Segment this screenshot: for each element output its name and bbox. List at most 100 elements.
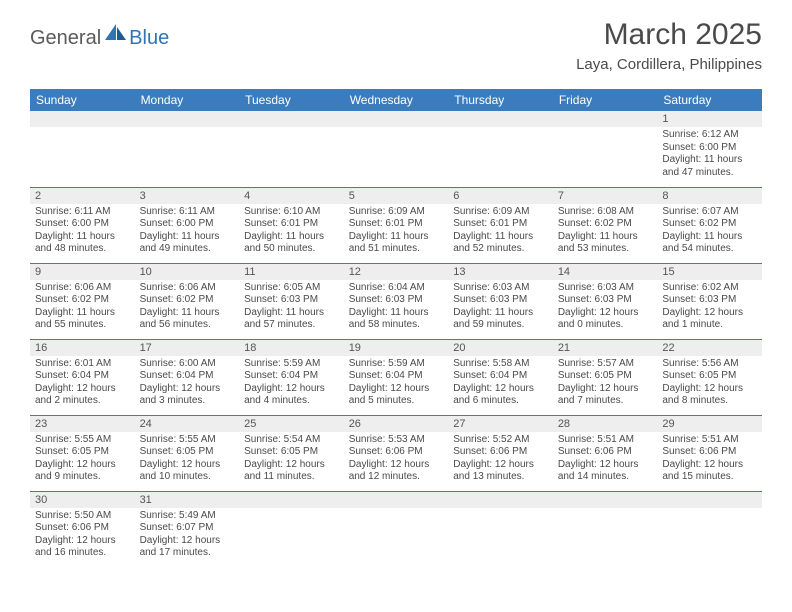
- day-number-empty: [448, 492, 553, 508]
- sunrise-text: Sunrise: 6:11 AM: [35, 206, 130, 219]
- day-number: 9: [30, 264, 135, 280]
- calendar-day-cell: 3Sunrise: 6:11 AMSunset: 6:00 PMDaylight…: [135, 187, 240, 263]
- calendar-day-cell: 17Sunrise: 6:00 AMSunset: 6:04 PMDayligh…: [135, 339, 240, 415]
- calendar-day-cell: 22Sunrise: 5:56 AMSunset: 6:05 PMDayligh…: [657, 339, 762, 415]
- sunset-text: Sunset: 6:03 PM: [453, 294, 548, 307]
- day-details: Sunrise: 5:59 AMSunset: 6:04 PMDaylight:…: [344, 356, 449, 412]
- day-number: 4: [239, 188, 344, 204]
- daylight-text: Daylight: 12 hours and 16 minutes.: [35, 535, 130, 560]
- day-number: 29: [657, 416, 762, 432]
- calendar-day-cell: [448, 491, 553, 567]
- daylight-text: Daylight: 11 hours and 54 minutes.: [662, 231, 757, 256]
- calendar-day-cell: [239, 111, 344, 187]
- calendar-day-cell: 16Sunrise: 6:01 AMSunset: 6:04 PMDayligh…: [30, 339, 135, 415]
- sunset-text: Sunset: 6:04 PM: [453, 370, 548, 383]
- sunrise-text: Sunrise: 6:02 AM: [662, 282, 757, 295]
- calendar-week-row: 30Sunrise: 5:50 AMSunset: 6:06 PMDayligh…: [30, 491, 762, 567]
- day-number: 11: [239, 264, 344, 280]
- sunset-text: Sunset: 6:00 PM: [662, 142, 757, 155]
- day-details: Sunrise: 5:50 AMSunset: 6:06 PMDaylight:…: [30, 508, 135, 564]
- day-details: Sunrise: 5:51 AMSunset: 6:06 PMDaylight:…: [553, 432, 658, 488]
- day-number-empty: [239, 492, 344, 508]
- day-number: 31: [135, 492, 240, 508]
- daylight-text: Daylight: 12 hours and 1 minute.: [662, 307, 757, 332]
- sunset-text: Sunset: 6:05 PM: [140, 446, 235, 459]
- calendar-day-cell: [239, 491, 344, 567]
- daylight-text: Daylight: 11 hours and 58 minutes.: [349, 307, 444, 332]
- day-number: 18: [239, 340, 344, 356]
- day-details: Sunrise: 5:55 AMSunset: 6:05 PMDaylight:…: [135, 432, 240, 488]
- sunset-text: Sunset: 6:00 PM: [140, 218, 235, 231]
- day-details: Sunrise: 6:12 AMSunset: 6:00 PMDaylight:…: [657, 127, 762, 183]
- day-details: Sunrise: 6:01 AMSunset: 6:04 PMDaylight:…: [30, 356, 135, 412]
- day-details: Sunrise: 6:06 AMSunset: 6:02 PMDaylight:…: [135, 280, 240, 336]
- sunset-text: Sunset: 6:02 PM: [662, 218, 757, 231]
- day-number: 17: [135, 340, 240, 356]
- calendar-day-cell: 8Sunrise: 6:07 AMSunset: 6:02 PMDaylight…: [657, 187, 762, 263]
- sail-icon: [105, 24, 127, 47]
- weekday-header-row: Sunday Monday Tuesday Wednesday Thursday…: [30, 89, 762, 111]
- sunset-text: Sunset: 6:03 PM: [244, 294, 339, 307]
- day-details: Sunrise: 6:08 AMSunset: 6:02 PMDaylight:…: [553, 204, 658, 260]
- daylight-text: Daylight: 12 hours and 10 minutes.: [140, 459, 235, 484]
- sunset-text: Sunset: 6:02 PM: [35, 294, 130, 307]
- day-number: 5: [344, 188, 449, 204]
- brand-part1: General: [30, 27, 101, 50]
- daylight-text: Daylight: 12 hours and 15 minutes.: [662, 459, 757, 484]
- day-details: Sunrise: 6:11 AMSunset: 6:00 PMDaylight:…: [30, 204, 135, 260]
- weekday-header: Wednesday: [344, 89, 449, 111]
- sunrise-text: Sunrise: 5:55 AM: [35, 434, 130, 447]
- daylight-text: Daylight: 12 hours and 12 minutes.: [349, 459, 444, 484]
- day-number: 7: [553, 188, 658, 204]
- day-number-empty: [553, 492, 658, 508]
- daylight-text: Daylight: 12 hours and 7 minutes.: [558, 383, 653, 408]
- sunrise-text: Sunrise: 6:07 AM: [662, 206, 757, 219]
- sunset-text: Sunset: 6:01 PM: [244, 218, 339, 231]
- calendar-week-row: 16Sunrise: 6:01 AMSunset: 6:04 PMDayligh…: [30, 339, 762, 415]
- day-details: Sunrise: 6:10 AMSunset: 6:01 PMDaylight:…: [239, 204, 344, 260]
- day-number-empty: [344, 111, 449, 127]
- day-details: Sunrise: 5:53 AMSunset: 6:06 PMDaylight:…: [344, 432, 449, 488]
- sunrise-text: Sunrise: 6:06 AM: [35, 282, 130, 295]
- day-details: Sunrise: 5:56 AMSunset: 6:05 PMDaylight:…: [657, 356, 762, 412]
- weekday-header: Friday: [553, 89, 658, 111]
- calendar-day-cell: 9Sunrise: 6:06 AMSunset: 6:02 PMDaylight…: [30, 263, 135, 339]
- sunrise-text: Sunrise: 6:03 AM: [453, 282, 548, 295]
- weekday-header: Thursday: [448, 89, 553, 111]
- sunrise-text: Sunrise: 5:56 AM: [662, 358, 757, 371]
- day-number-empty: [30, 111, 135, 127]
- calendar-day-cell: 6Sunrise: 6:09 AMSunset: 6:01 PMDaylight…: [448, 187, 553, 263]
- calendar-day-cell: [553, 111, 658, 187]
- calendar-day-cell: 23Sunrise: 5:55 AMSunset: 6:05 PMDayligh…: [30, 415, 135, 491]
- daylight-text: Daylight: 11 hours and 47 minutes.: [662, 154, 757, 179]
- calendar-day-cell: [135, 111, 240, 187]
- day-number-empty: [657, 492, 762, 508]
- calendar-day-cell: 2Sunrise: 6:11 AMSunset: 6:00 PMDaylight…: [30, 187, 135, 263]
- calendar-week-row: 1Sunrise: 6:12 AMSunset: 6:00 PMDaylight…: [30, 111, 762, 187]
- sunrise-text: Sunrise: 6:08 AM: [558, 206, 653, 219]
- sunrise-text: Sunrise: 5:51 AM: [662, 434, 757, 447]
- calendar-day-cell: 14Sunrise: 6:03 AMSunset: 6:03 PMDayligh…: [553, 263, 658, 339]
- sunset-text: Sunset: 6:03 PM: [662, 294, 757, 307]
- sunset-text: Sunset: 6:04 PM: [244, 370, 339, 383]
- day-number: 26: [344, 416, 449, 432]
- daylight-text: Daylight: 12 hours and 6 minutes.: [453, 383, 548, 408]
- daylight-text: Daylight: 11 hours and 56 minutes.: [140, 307, 235, 332]
- calendar-day-cell: 4Sunrise: 6:10 AMSunset: 6:01 PMDaylight…: [239, 187, 344, 263]
- sunrise-text: Sunrise: 5:51 AM: [558, 434, 653, 447]
- day-details: Sunrise: 6:11 AMSunset: 6:00 PMDaylight:…: [135, 204, 240, 260]
- calendar-week-row: 2Sunrise: 6:11 AMSunset: 6:00 PMDaylight…: [30, 187, 762, 263]
- day-number: 23: [30, 416, 135, 432]
- day-number-empty: [239, 111, 344, 127]
- daylight-text: Daylight: 11 hours and 48 minutes.: [35, 231, 130, 256]
- sunrise-text: Sunrise: 5:54 AM: [244, 434, 339, 447]
- day-details: Sunrise: 6:00 AMSunset: 6:04 PMDaylight:…: [135, 356, 240, 412]
- day-details: Sunrise: 6:05 AMSunset: 6:03 PMDaylight:…: [239, 280, 344, 336]
- daylight-text: Daylight: 12 hours and 3 minutes.: [140, 383, 235, 408]
- sunrise-text: Sunrise: 6:05 AM: [244, 282, 339, 295]
- location-text: Laya, Cordillera, Philippines: [576, 56, 762, 73]
- calendar-day-cell: 11Sunrise: 6:05 AMSunset: 6:03 PMDayligh…: [239, 263, 344, 339]
- day-number: 19: [344, 340, 449, 356]
- daylight-text: Daylight: 12 hours and 17 minutes.: [140, 535, 235, 560]
- day-number: 15: [657, 264, 762, 280]
